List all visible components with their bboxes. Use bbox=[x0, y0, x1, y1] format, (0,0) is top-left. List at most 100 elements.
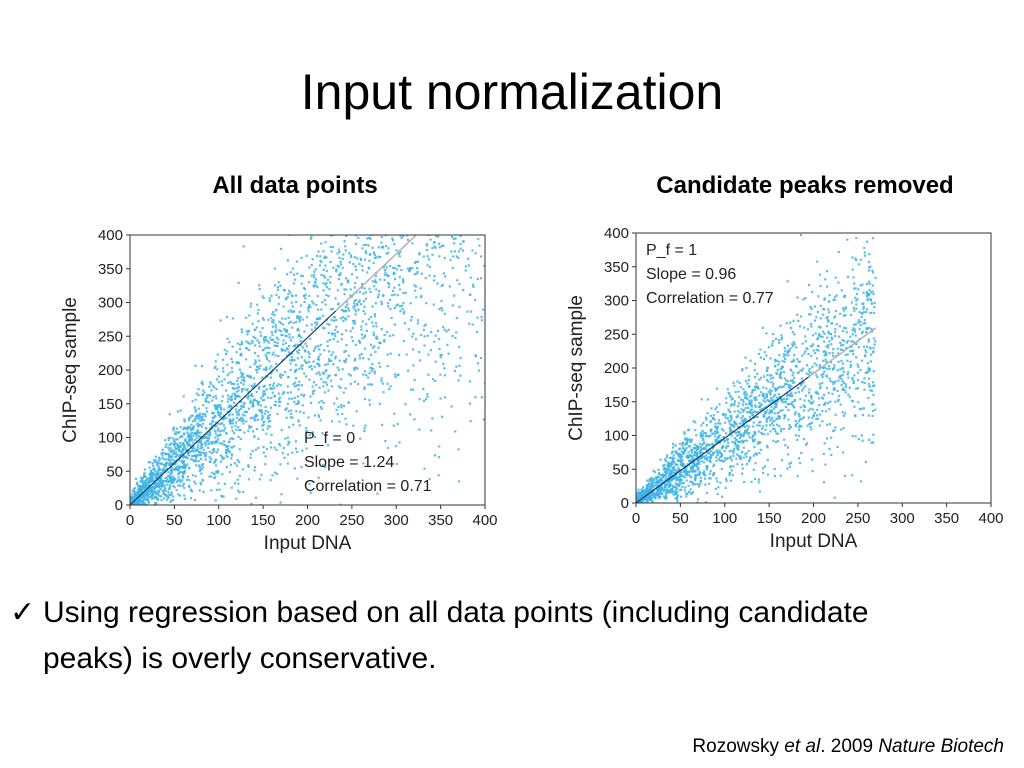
scatter-point bbox=[254, 448, 257, 451]
scatter-point bbox=[130, 507, 132, 509]
scatter-point bbox=[208, 475, 211, 478]
scatter-point bbox=[737, 426, 740, 429]
scatter-point bbox=[327, 295, 330, 298]
scatter-point bbox=[217, 375, 220, 378]
scatter-point bbox=[130, 499, 133, 502]
scatter-point bbox=[165, 483, 168, 486]
scatter-point bbox=[236, 383, 239, 386]
scatter-point bbox=[250, 392, 253, 395]
scatter-point bbox=[641, 501, 644, 503]
scatter-point bbox=[464, 265, 467, 268]
scatter-point bbox=[850, 340, 853, 343]
scatter-point bbox=[296, 315, 299, 318]
y-tick-label: 150 bbox=[98, 396, 123, 413]
scatter-point bbox=[865, 220, 867, 222]
scatter-point bbox=[729, 479, 732, 482]
scatter-point bbox=[787, 383, 790, 386]
scatter-point bbox=[391, 294, 394, 297]
scatter-point bbox=[643, 504, 645, 506]
scatter-point bbox=[274, 326, 277, 329]
scatter-point bbox=[280, 349, 284, 352]
scatter-point bbox=[386, 382, 389, 385]
scatter-point bbox=[334, 328, 337, 331]
scatter-point bbox=[765, 369, 768, 373]
scatter-point bbox=[757, 387, 760, 390]
scatter-point bbox=[731, 440, 734, 444]
scatter-point bbox=[330, 319, 333, 322]
scatter-point bbox=[326, 322, 329, 325]
scatter-point bbox=[687, 490, 690, 494]
scatter-point bbox=[190, 414, 193, 417]
scatter-point bbox=[356, 367, 359, 370]
scatter-point bbox=[381, 382, 384, 385]
scatter-point bbox=[818, 332, 821, 336]
scatter-point bbox=[708, 435, 711, 438]
scatter-point bbox=[715, 450, 719, 453]
scatter-point bbox=[198, 469, 201, 472]
scatter-point bbox=[692, 461, 695, 464]
scatter-point bbox=[469, 276, 472, 279]
scatter-point bbox=[694, 421, 697, 424]
scatter-point bbox=[214, 365, 217, 368]
scatter-point bbox=[652, 490, 655, 493]
scatter-point bbox=[864, 354, 867, 357]
scatter-point bbox=[336, 366, 339, 369]
scatter-point bbox=[367, 318, 370, 321]
scatter-point bbox=[698, 442, 702, 445]
scatter-point bbox=[308, 220, 310, 222]
scatter-point bbox=[280, 330, 283, 333]
scatter-point bbox=[748, 395, 751, 398]
scatter-point bbox=[277, 296, 280, 299]
scatter-point bbox=[778, 373, 782, 376]
scatter-point bbox=[303, 359, 306, 362]
scatter-point bbox=[693, 454, 696, 457]
scatter-point bbox=[373, 285, 376, 288]
scatter-point bbox=[163, 493, 166, 496]
scatter-point bbox=[396, 230, 398, 232]
scatter-point bbox=[177, 431, 180, 434]
scatter-point bbox=[140, 485, 143, 488]
scatter-point bbox=[846, 238, 849, 241]
scatter-point bbox=[353, 380, 357, 383]
scatter-point bbox=[791, 345, 794, 348]
scatter-point bbox=[349, 288, 352, 291]
scatter-point bbox=[345, 288, 348, 291]
scatter-point bbox=[690, 476, 693, 479]
scatter-point bbox=[831, 381, 834, 384]
scatter-point bbox=[373, 372, 376, 375]
scatter-point bbox=[736, 444, 739, 447]
scatter-point bbox=[826, 367, 829, 370]
scatter-point bbox=[827, 300, 831, 303]
scatter-point bbox=[227, 397, 230, 400]
scatter-point bbox=[142, 492, 145, 496]
scatter-point bbox=[388, 283, 391, 286]
scatter-point bbox=[754, 462, 757, 465]
scatter-point bbox=[755, 398, 758, 401]
scatter-point bbox=[181, 475, 184, 479]
scatter-point bbox=[248, 375, 251, 378]
scatter-point bbox=[390, 221, 392, 223]
scatter-point bbox=[765, 379, 768, 382]
scatter-point bbox=[856, 379, 860, 382]
scatter-point bbox=[802, 409, 805, 412]
scatter-point bbox=[430, 220, 432, 221]
scatter-point bbox=[660, 487, 663, 490]
scatter-point bbox=[228, 341, 231, 344]
scatter-point bbox=[419, 287, 422, 290]
scatter-point bbox=[716, 425, 719, 428]
y-tick-label: 400 bbox=[98, 227, 123, 244]
scatter-point bbox=[841, 329, 845, 332]
scatter-point bbox=[818, 424, 821, 427]
scatter-point bbox=[437, 235, 440, 238]
scatter-point bbox=[326, 340, 329, 343]
scatter-point bbox=[753, 388, 756, 391]
scatter-point bbox=[650, 494, 653, 497]
scatter-point bbox=[669, 488, 672, 491]
scatter-point bbox=[471, 323, 474, 326]
scatter-point bbox=[670, 477, 673, 480]
scatter-point bbox=[852, 306, 855, 310]
scatter-point bbox=[691, 455, 694, 458]
scatter-point bbox=[197, 407, 200, 410]
scatter-point bbox=[863, 388, 866, 391]
scatter-point bbox=[159, 473, 162, 476]
